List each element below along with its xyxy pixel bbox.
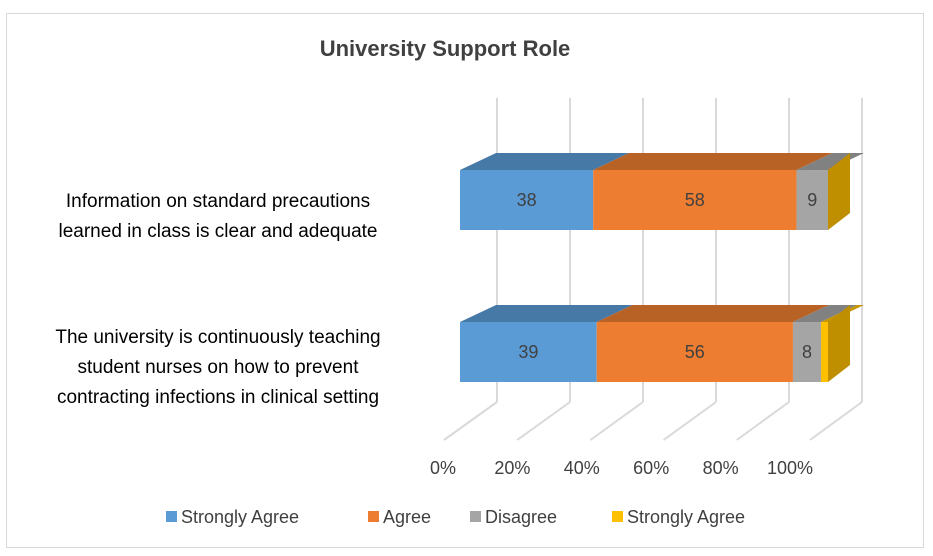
gridline-floor — [516, 401, 571, 441]
bar-top-face — [593, 153, 833, 170]
category-label: The university is continuously teaching — [55, 327, 380, 348]
legend-label: Agree — [383, 507, 431, 527]
gridline-floor — [443, 401, 498, 441]
bars-group: 39568238589 — [460, 153, 864, 382]
x-tick-label: 80% — [703, 458, 739, 478]
legend-label: Disagree — [485, 507, 557, 527]
bar-segment — [460, 153, 630, 230]
bar-top-face — [596, 305, 829, 322]
bar-segment — [792, 305, 857, 382]
bar-side-face — [828, 305, 850, 382]
data-label: 58 — [685, 190, 705, 210]
gridline-floor — [809, 401, 863, 441]
gridline-floor — [663, 401, 717, 441]
legend-swatch — [368, 511, 379, 522]
x-axis-ticks: 0% 20% 40% 60% 80% 100% — [430, 458, 813, 478]
bar-end-strip — [821, 322, 828, 382]
data-label: 38 — [517, 190, 537, 210]
x-tick-label: 0% — [430, 458, 456, 478]
category-labels: The university is continuously teaching s… — [55, 191, 380, 408]
gridline-floor — [736, 401, 790, 441]
bar-front-face — [596, 322, 793, 382]
x-tick-label: 40% — [564, 458, 600, 478]
chart-title: University Support Role — [320, 36, 571, 61]
bar-segment — [596, 305, 829, 382]
legend: Strongly Agree Agree Disagree Strongly Agre… — [166, 507, 745, 527]
bar-top-face — [460, 305, 633, 322]
category-label: learned in class is clear and adequate — [59, 221, 378, 242]
bar-side-face — [828, 153, 850, 230]
grid-lines — [443, 98, 863, 441]
data-label: 39 — [518, 342, 538, 362]
category-label: contracting infections in clinical setti… — [57, 387, 379, 408]
x-tick-label: 100% — [767, 458, 813, 478]
x-tick-label: 60% — [633, 458, 669, 478]
legend-swatch — [612, 511, 623, 522]
bar-segment — [460, 305, 633, 382]
bar-front-face — [796, 170, 828, 230]
legend-swatch — [470, 511, 481, 522]
data-label: 9 — [807, 190, 817, 210]
chart-frame — [6, 13, 924, 548]
x-tick-label: 20% — [494, 458, 530, 478]
bar-top-face — [460, 153, 630, 170]
bar-segment — [593, 153, 833, 230]
legend-label: Strongly Agree — [627, 507, 745, 527]
bar-front-face — [460, 170, 594, 230]
legend-label: Strongly Agree — [181, 507, 299, 527]
data-label: 8 — [802, 342, 812, 362]
category-label: student nurses on how to prevent — [78, 357, 360, 378]
bar-front-face — [593, 170, 797, 230]
data-label: 56 — [685, 342, 705, 362]
bar-front-face — [460, 322, 597, 382]
category-label: Information on standard precautions — [66, 191, 370, 212]
bar-front-face — [792, 322, 821, 382]
bar-top-face — [792, 305, 857, 322]
gridline-floor — [589, 401, 644, 441]
legend-swatch — [166, 511, 177, 522]
